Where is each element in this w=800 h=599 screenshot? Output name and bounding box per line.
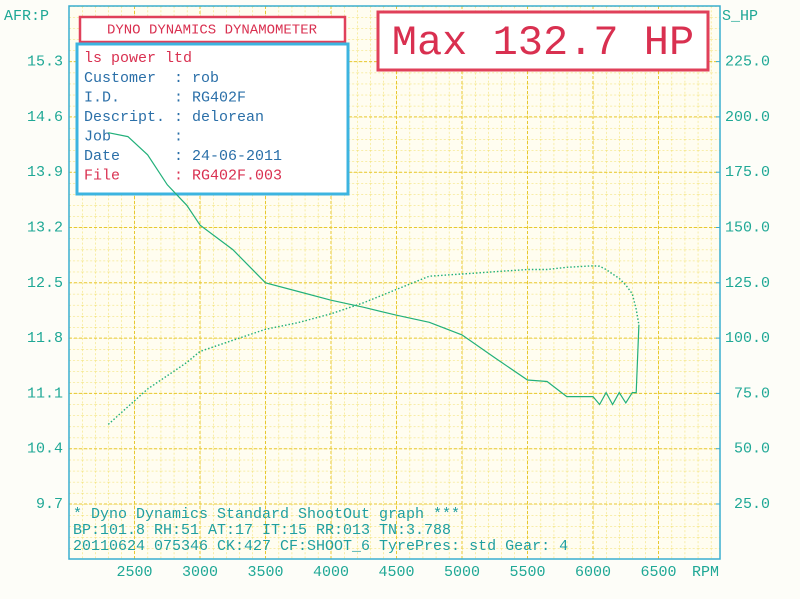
info-label: Customer — [84, 70, 156, 87]
max-label: Max 132.7 HP — [392, 19, 694, 67]
grid — [69, 6, 720, 559]
plot-frame — [68, 5, 721, 560]
x-tick-label: 6500 — [640, 564, 676, 581]
header-box — [78, 15, 347, 44]
y2-tick-label: 75.0 — [734, 385, 770, 402]
y2-tick-label: 175.0 — [725, 164, 770, 181]
y-tick-label: 11.1 — [27, 385, 63, 402]
info-separator: : — [174, 148, 183, 165]
x-tick-label: 5500 — [509, 564, 545, 581]
info-box — [75, 42, 350, 196]
info-value: delorean — [192, 109, 264, 126]
x-axis-label: RPM — [692, 564, 719, 581]
y2-tick-label: 225.0 — [725, 54, 770, 71]
x-tick-label: 4500 — [378, 564, 414, 581]
info-label: File — [84, 167, 120, 184]
info-value: RG402F.003 — [192, 167, 282, 184]
x-tick-label: 5000 — [444, 564, 480, 581]
y2-tick-label: 25.0 — [734, 496, 770, 513]
x-tick-label: 4000 — [313, 564, 349, 581]
series-line — [108, 132, 640, 406]
footer: * Dyno Dynamics Standard ShootOut graph … — [73, 506, 568, 555]
y2-axis-label: S_HP — [722, 8, 758, 25]
info-value: rob — [192, 70, 219, 87]
y-tick-label: 13.9 — [27, 164, 63, 181]
info-label: Date — [84, 148, 120, 165]
y-tick-label: 11.8 — [27, 330, 63, 347]
header: DYNO DYNAMICS DYNAMOMETER — [107, 23, 318, 39]
info-separator: : — [174, 89, 183, 106]
max-box — [376, 10, 710, 72]
info-value: 24-06-2011 — [192, 148, 282, 165]
y-tick-label: 14.6 — [27, 109, 63, 126]
y-tick-label: 10.4 — [27, 441, 63, 458]
y-tick-label: 13.2 — [27, 219, 63, 236]
y2-tick-label: 100.0 — [725, 330, 770, 347]
y2-tick-label: 200.0 — [725, 109, 770, 126]
info: ls power ltd Customer: rob I.D.: RG402F Descr… — [84, 50, 282, 185]
x-tick-label: 3000 — [182, 564, 218, 581]
x-tick-label: 3500 — [247, 564, 283, 581]
info-separator: : — [174, 70, 183, 87]
x-tick-label: 2500 — [116, 564, 152, 581]
y-tick-label: 9.7 — [36, 496, 63, 513]
company: ls power ltd — [84, 50, 192, 67]
x-tick-label: 6000 — [575, 564, 611, 581]
info-label: Descript. — [84, 109, 165, 126]
curves — [107, 132, 640, 425]
y-axis-label: AFR:P — [4, 8, 49, 25]
info-separator: : — [174, 167, 183, 184]
y-tick-label: 12.5 — [27, 275, 63, 292]
info-value: RG402F — [192, 89, 246, 106]
y2-tick-label: 50.0 — [734, 441, 770, 458]
series-line — [107, 265, 640, 425]
y2-tick-label: 125.0 — [725, 275, 770, 292]
info-separator: : — [174, 109, 183, 126]
info-label: I.D. — [84, 89, 120, 106]
footer-line: BP:101.8 RH:51 AT:17 IT:15 RR:013 TN:3.7… — [73, 522, 451, 539]
footer-line: 20110624 075346 CK:427 CF:SHOOT_6 TyrePr… — [73, 538, 568, 555]
y2-tick-label: 150.0 — [725, 219, 770, 236]
y-tick-label: 15.3 — [27, 54, 63, 71]
info-label: Job — [84, 128, 111, 145]
footer-line: * Dyno Dynamics Standard ShootOut graph … — [73, 506, 460, 523]
info-separator: : — [174, 128, 183, 145]
